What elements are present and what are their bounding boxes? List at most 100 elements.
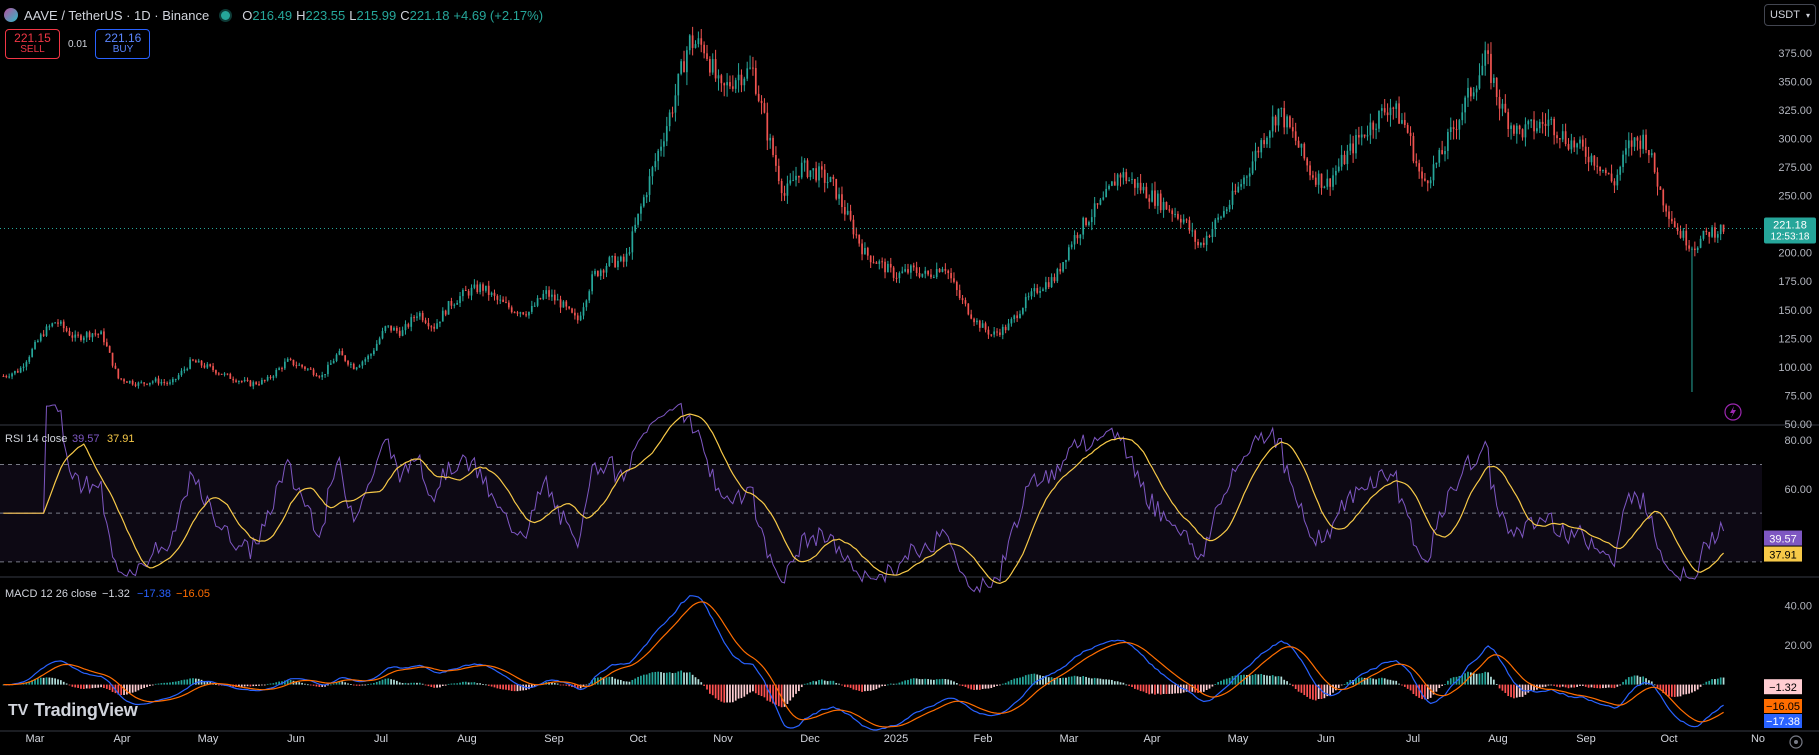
candle-body <box>1013 315 1016 320</box>
candle-body <box>1447 132 1449 151</box>
macd-histogram-bar <box>1099 678 1102 685</box>
macd-histogram-bar <box>1464 673 1466 685</box>
macd-histogram-bar <box>1179 684 1182 694</box>
candle-body <box>1645 134 1647 151</box>
candle-body <box>441 310 444 322</box>
macd-histogram-bar <box>194 678 197 685</box>
macd-signal-line <box>3 601 1724 728</box>
macd-histogram-bar <box>120 684 123 696</box>
macd-histogram-bar <box>579 684 582 689</box>
symbol-title[interactable]: AAVE / TetherUS · 1D · Binance <box>24 7 210 23</box>
candle-body <box>1579 139 1581 144</box>
candle-body <box>1673 221 1676 228</box>
candle-body <box>11 373 13 377</box>
candle-body <box>103 331 105 343</box>
candle-body <box>660 146 662 151</box>
macd-histogram-bar <box>1619 684 1622 686</box>
candle-body <box>1498 96 1501 109</box>
tradingview-logo[interactable]: TV TradingView <box>8 700 138 721</box>
candle-body <box>123 379 125 382</box>
candle-body <box>105 342 108 347</box>
macd-histogram-bar <box>309 684 312 686</box>
candle-body <box>350 363 352 365</box>
macd-histogram-bar <box>907 679 909 685</box>
macd-histogram-bar <box>519 684 522 691</box>
candle-body <box>1636 137 1639 141</box>
macd-histogram-bar <box>1550 684 1553 686</box>
candle-body <box>1266 137 1268 145</box>
candle-body <box>373 350 375 355</box>
macd-histogram-bar <box>1708 680 1711 685</box>
candle-body <box>283 361 286 369</box>
macd-histogram-bar <box>1673 684 1676 697</box>
candle-body <box>1085 217 1087 226</box>
candle-body <box>1214 219 1217 230</box>
macd-histogram-bar <box>803 683 806 685</box>
candle-body <box>1490 53 1492 83</box>
candle-body <box>622 256 625 262</box>
candle-body <box>1108 185 1110 189</box>
rsi-legend-value2: 37.91 <box>107 433 135 445</box>
candle-body <box>1553 118 1555 136</box>
macd-histogram-bar <box>878 684 881 688</box>
macd-histogram-bar <box>1240 675 1242 685</box>
candle-body <box>1337 166 1340 171</box>
macd-histogram-bar <box>823 680 826 685</box>
candle-body <box>22 366 25 368</box>
macd-histogram-bar <box>1309 684 1311 699</box>
candle-body <box>1208 235 1211 238</box>
candle-body <box>209 364 212 367</box>
buy-button[interactable]: 221.16 BUY <box>95 29 151 59</box>
macd-histogram-bar <box>944 679 947 685</box>
candle-body <box>932 277 935 279</box>
sell-button[interactable]: 221.15 SELL <box>5 29 60 59</box>
macd-histogram-bar <box>74 684 77 688</box>
candle-body <box>1501 103 1504 109</box>
candle-body <box>200 360 203 366</box>
macd-histogram-bar <box>31 680 34 685</box>
candle-body <box>1401 120 1403 124</box>
candle-body <box>849 210 852 220</box>
macd-histogram-bar <box>350 684 352 685</box>
macd-histogram-bar <box>1518 684 1521 697</box>
currency-selector[interactable]: USDT ▾ <box>1764 4 1816 26</box>
macd-histogram-bar <box>1205 684 1208 690</box>
candle-body <box>166 382 168 384</box>
candle-body <box>490 292 493 295</box>
candle-body <box>1429 180 1432 184</box>
close-label: C <box>400 7 410 23</box>
macd-histogram-bar <box>441 684 444 686</box>
macd-histogram-bar <box>1538 684 1541 689</box>
macd-histogram-bar <box>1283 679 1286 685</box>
candle-body <box>634 224 637 232</box>
candle-body <box>927 270 929 275</box>
macd-histogram-bar <box>97 684 100 688</box>
brand-name: TradingView <box>34 700 138 720</box>
macd-histogram-bar <box>1653 684 1656 686</box>
macd-histogram-bar <box>798 684 800 692</box>
candle-body <box>1469 87 1472 97</box>
macd-histogram-bar <box>286 679 289 685</box>
candle-body <box>1587 156 1590 163</box>
macd-histogram-bar <box>71 684 74 687</box>
macd-histogram-bar <box>1171 684 1174 694</box>
candle-body <box>1533 119 1535 132</box>
candle-body <box>585 300 588 308</box>
macd-histogram-bar <box>189 678 191 685</box>
candle-body <box>921 273 924 277</box>
candle-body <box>1001 326 1004 335</box>
macd-histogram-bar <box>1185 684 1188 692</box>
macd-histogram-bar <box>1645 678 1647 685</box>
macd-histogram-bar <box>1533 684 1535 691</box>
macd-legend-signal: −16.05 <box>176 588 210 600</box>
candle-body <box>1004 326 1007 331</box>
macd-histogram-bar <box>1320 684 1323 699</box>
macd-histogram-bar <box>123 684 125 695</box>
macd-histogram-bar <box>427 684 430 687</box>
candle-body <box>304 366 306 369</box>
candle-body <box>120 378 123 380</box>
candle-body <box>1438 150 1441 163</box>
macd-histogram-bar <box>1177 684 1179 694</box>
